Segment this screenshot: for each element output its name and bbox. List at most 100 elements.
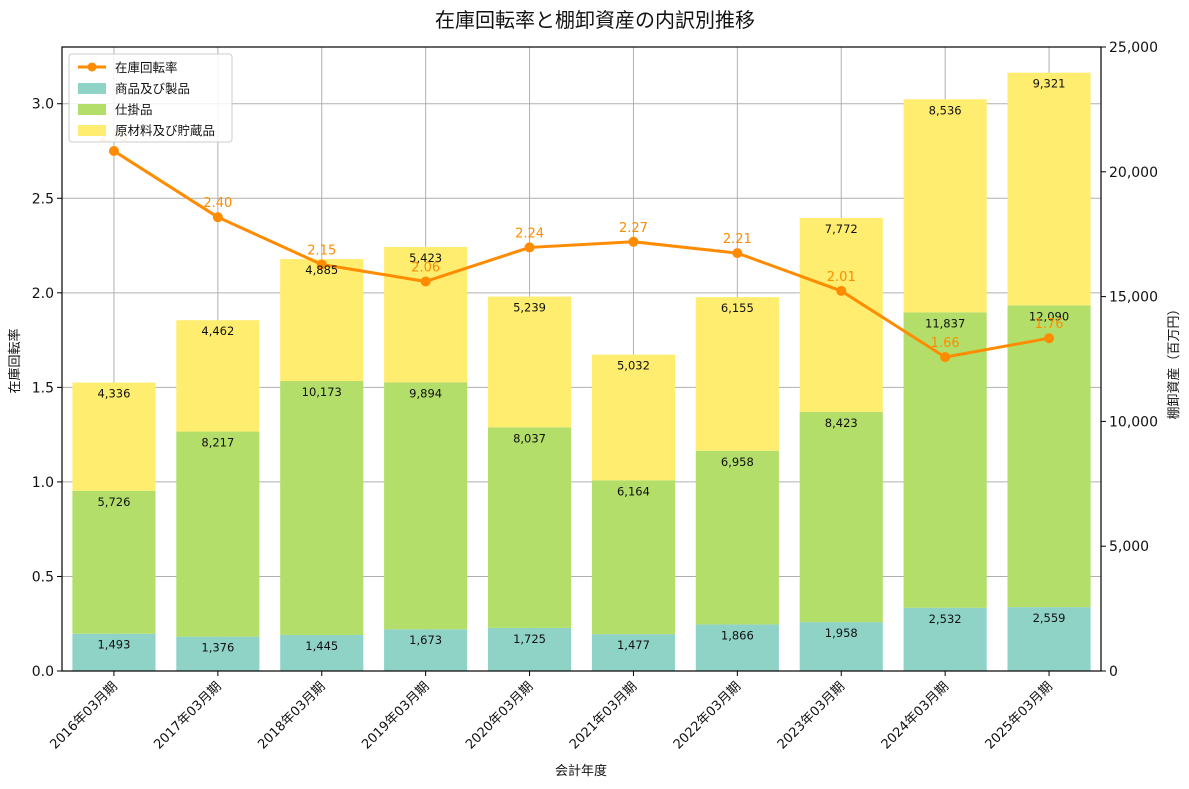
bar-value-label: 6,958	[721, 455, 754, 469]
y-tick-label-right: 0	[1109, 664, 1118, 680]
bar-2-6	[591, 480, 676, 635]
turnover-point	[420, 276, 431, 287]
bar-value-label: 8,423	[825, 416, 858, 430]
bar-2-7	[695, 450, 779, 625]
bar-2-2	[176, 431, 260, 637]
turnover-value-label: 2.01	[827, 270, 856, 285]
x-tick-label: 2023年03月期	[775, 679, 848, 752]
bar-value-label: 1,445	[305, 639, 338, 653]
turnover-point	[628, 236, 639, 247]
bar-value-label: 5,239	[513, 301, 546, 315]
bar-value-label: 11,837	[925, 316, 965, 330]
x-tick-label: 2018年03月期	[255, 679, 328, 752]
legend-swatch	[78, 125, 106, 136]
bar-1-7	[695, 624, 779, 671]
bar-value-label: 1,493	[97, 638, 130, 652]
bar-1-5	[487, 627, 572, 671]
y-tick-label-right: 5,000	[1109, 539, 1149, 555]
bar-2-8	[799, 411, 883, 623]
x-tick-label: 2022年03月期	[671, 679, 744, 752]
bar-value-label: 12,090	[1029, 309, 1069, 323]
bar-1-10	[1007, 607, 1091, 671]
x-tick-label: 2019年03月期	[359, 679, 432, 752]
turnover-point	[1044, 333, 1055, 344]
bar-layer	[72, 72, 1091, 671]
legend-swatch	[78, 104, 106, 115]
turnover-value-label: 2.06	[411, 260, 440, 275]
bar-value-label: 1,866	[721, 628, 754, 642]
legend-box	[68, 53, 233, 143]
bar-value-label: 1,725	[513, 632, 546, 646]
bar-1-4	[384, 629, 468, 671]
line-layer	[108, 146, 1055, 363]
turnover-point	[212, 212, 223, 223]
bar-value-label: 9,894	[409, 386, 442, 400]
y-tick-label-left: 2.5	[32, 191, 54, 207]
bar-2-10	[1007, 305, 1091, 608]
y-tick-label-right: 25,000	[1109, 40, 1158, 56]
x-tick-label: 2020年03月期	[463, 679, 536, 752]
y-tick-label-right: 10,000	[1109, 414, 1158, 430]
turnover-value-label: 1.66	[931, 336, 960, 351]
legend-swatch	[78, 83, 106, 94]
turnover-point	[836, 285, 847, 296]
turnover-point	[108, 146, 119, 156]
bar-3-6	[591, 354, 676, 481]
y-tick-label-right: 15,000	[1109, 290, 1158, 306]
chart-title: 在庫回転率と棚卸資産の内訳別推移	[435, 8, 755, 32]
bar-value-label: 5,726	[97, 495, 130, 509]
y-tick-label-left: 3.0	[32, 97, 54, 113]
y-tick-label-left: 1.0	[32, 475, 54, 491]
y-tick-label-left: 1.5	[32, 380, 54, 396]
bar-value-label: 5,423	[409, 251, 442, 265]
y-tick-label-left: 0.5	[32, 569, 54, 585]
bar-value-label: 7,772	[825, 222, 858, 236]
bar-3-7	[695, 297, 779, 451]
bar-2-5	[487, 427, 572, 628]
bar-1-9	[903, 607, 987, 671]
bar-value-label: 1,376	[201, 641, 234, 655]
plot-frame	[61, 46, 1102, 672]
x-axis-label: 会計年度	[555, 763, 607, 779]
turnover-value-label: 2.15	[307, 243, 336, 258]
bar-value-label: 1,673	[409, 633, 442, 647]
y-axis-left-label: 在庫回転率	[7, 328, 23, 393]
turnover-value-label: 2.40	[203, 196, 232, 211]
bar-value-label: 8,536	[929, 103, 962, 117]
bar-1-3	[280, 634, 364, 671]
legend-marker-swatch	[87, 62, 97, 72]
bar-1-2	[176, 636, 260, 671]
x-tick-label: 2017年03月期	[151, 679, 224, 752]
turnover-point	[524, 242, 535, 253]
bar-value-label: 4,462	[201, 324, 234, 338]
bar-1-1	[72, 633, 156, 671]
bar-value-label: 1,958	[825, 626, 858, 640]
y-tick-label-left: 0.0	[32, 664, 54, 680]
bar-value-label: 5,032	[617, 359, 650, 373]
turnover-point	[940, 352, 951, 363]
turnover-point	[316, 259, 327, 270]
bar-1-8	[799, 622, 883, 671]
x-tick-label: 2024年03月期	[879, 679, 952, 752]
bar-value-label: 6,155	[721, 301, 754, 315]
bar-3-1	[72, 382, 156, 491]
turnover-value-label: 2.21	[723, 232, 752, 247]
bar-3-9	[903, 99, 987, 313]
bar-value-label: 1,477	[617, 638, 650, 652]
turnover-value-label: 2.27	[619, 221, 648, 236]
x-tick-label: 2025年03月期	[983, 679, 1056, 752]
turnover-value-label: 2.24	[515, 226, 544, 241]
bar-value-label: 10,173	[302, 385, 342, 399]
bar-value-label: 8,037	[513, 431, 546, 445]
legend-label: 仕掛品	[115, 102, 153, 117]
bar-3-5	[487, 296, 572, 428]
bar-value-label: 2,559	[1033, 611, 1066, 625]
legend-label: 在庫回転率	[115, 60, 178, 75]
y-tick-label-left: 2.0	[32, 286, 54, 302]
label-layer: 1,493 1,376 1,445 1,673 1,725 1,477 1,866 1,958…	[97, 77, 1069, 655]
bar-3-10	[1007, 72, 1091, 306]
bar-2-3	[280, 381, 364, 635]
